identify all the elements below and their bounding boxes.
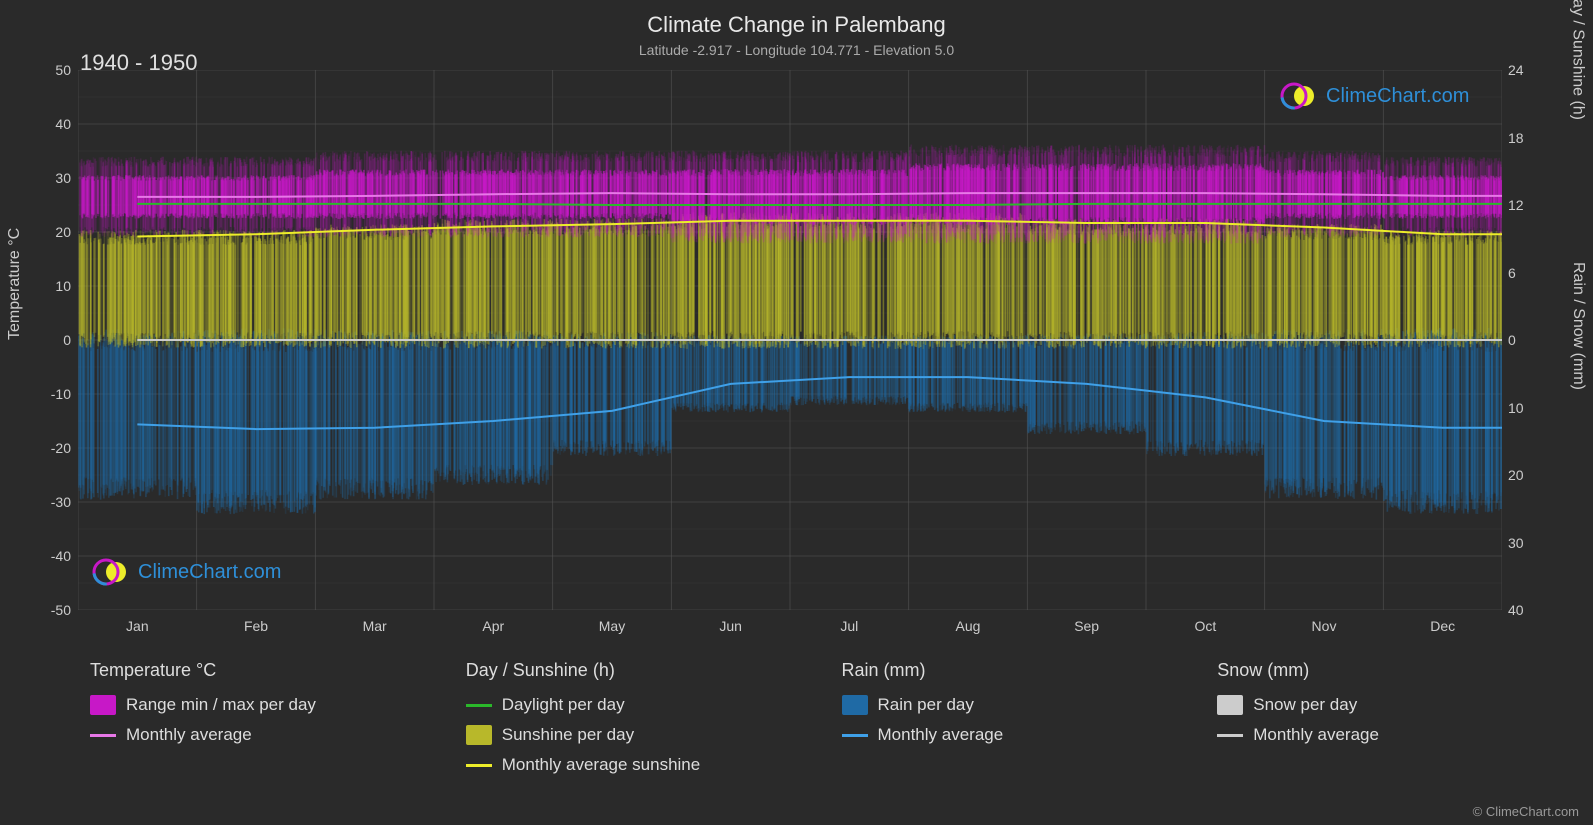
- y-tick-left: -40: [31, 548, 71, 564]
- legend-item-label: Monthly average: [126, 725, 252, 745]
- legend-item: Daylight per day: [466, 695, 802, 715]
- y-tick-left: 0: [31, 332, 71, 348]
- legend-item-label: Range min / max per day: [126, 695, 316, 715]
- x-tick: Sep: [1067, 618, 1107, 634]
- legend-line-icon: [466, 764, 492, 767]
- legend-item: Monthly average: [1217, 725, 1553, 745]
- x-tick: Jul: [829, 618, 869, 634]
- y-tick-right: 20: [1508, 467, 1548, 483]
- y-tick-left: -20: [31, 440, 71, 456]
- x-tick: Feb: [236, 618, 276, 634]
- y-tick-left: -30: [31, 494, 71, 510]
- legend-group-title: Temperature °C: [90, 660, 426, 681]
- x-tick: Apr: [473, 618, 513, 634]
- y-tick-right: 24: [1508, 62, 1548, 78]
- x-tick: Aug: [948, 618, 988, 634]
- chart-container: Climate Change in Palembang Latitude -2.…: [0, 0, 1593, 825]
- logo-icon: [92, 558, 132, 586]
- y-tick-right: 40: [1508, 602, 1548, 618]
- legend-line-icon: [1217, 734, 1243, 737]
- logo-bottom: ClimeChart.com: [92, 558, 281, 586]
- legend-item: Monthly average: [842, 725, 1178, 745]
- x-tick: Oct: [1185, 618, 1225, 634]
- y-tick-right: 30: [1508, 535, 1548, 551]
- legend-item: Monthly average sunshine: [466, 755, 802, 775]
- chart-subtitle: Latitude -2.917 - Longitude 104.771 - El…: [0, 38, 1593, 58]
- legend-group: Temperature °C Range min / max per day Mon…: [90, 660, 426, 785]
- y-tick-left: -50: [31, 602, 71, 618]
- x-tick: May: [592, 618, 632, 634]
- legend-group-title: Day / Sunshine (h): [466, 660, 802, 681]
- y-tick-right: 6: [1508, 265, 1548, 281]
- legend-item-label: Rain per day: [878, 695, 974, 715]
- legend-line-icon: [466, 704, 492, 707]
- legend-swatch-icon: [90, 695, 116, 715]
- y-tick-left: 10: [31, 278, 71, 294]
- x-tick: Nov: [1304, 618, 1344, 634]
- legend-item-label: Monthly average: [878, 725, 1004, 745]
- x-tick: Mar: [355, 618, 395, 634]
- legend-item-label: Monthly average: [1253, 725, 1379, 745]
- legend-item: Sunshine per day: [466, 725, 802, 745]
- legend-item-label: Snow per day: [1253, 695, 1357, 715]
- x-tick: Jun: [711, 618, 751, 634]
- logo-text: ClimeChart.com: [1326, 85, 1469, 108]
- chart-title: Climate Change in Palembang: [0, 0, 1593, 38]
- legend-item: Monthly average: [90, 725, 426, 745]
- x-tick: Jan: [117, 618, 157, 634]
- legend-line-icon: [90, 734, 116, 737]
- legend-item: Snow per day: [1217, 695, 1553, 715]
- legend-group-title: Snow (mm): [1217, 660, 1553, 681]
- y-tick-right: 0: [1508, 332, 1548, 348]
- copyright: © ClimeChart.com: [1473, 804, 1579, 819]
- legend-item-label: Monthly average sunshine: [502, 755, 700, 775]
- y-axis-right-top-label: Day / Sunshine (h): [1569, 0, 1587, 120]
- legend-item: Rain per day: [842, 695, 1178, 715]
- legend-group: Rain (mm) Rain per day Monthly average: [842, 660, 1178, 785]
- legend: Temperature °C Range min / max per day Mon…: [90, 660, 1553, 785]
- y-axis-right-bottom-label: Rain / Snow (mm): [1569, 262, 1587, 390]
- legend-group: Snow (mm) Snow per day Monthly average: [1217, 660, 1553, 785]
- logo-icon: [1280, 82, 1320, 110]
- legend-group: Day / Sunshine (h) Daylight per day Sunshi…: [466, 660, 802, 785]
- legend-item-label: Daylight per day: [502, 695, 625, 715]
- legend-swatch-icon: [1217, 695, 1243, 715]
- legend-swatch-icon: [466, 725, 492, 745]
- legend-item: Range min / max per day: [90, 695, 426, 715]
- y-axis-left-label: Temperature °C: [6, 228, 24, 340]
- y-tick-left: -10: [31, 386, 71, 402]
- legend-item-label: Sunshine per day: [502, 725, 634, 745]
- y-tick-right: 18: [1508, 130, 1548, 146]
- y-tick-left: 50: [31, 62, 71, 78]
- y-tick-left: 20: [31, 224, 71, 240]
- logo-text: ClimeChart.com: [138, 561, 281, 584]
- x-tick: Dec: [1423, 618, 1463, 634]
- legend-swatch-icon: [842, 695, 868, 715]
- logo-top: ClimeChart.com: [1280, 82, 1469, 110]
- y-tick-right: 10: [1508, 400, 1548, 416]
- legend-line-icon: [842, 734, 868, 737]
- y-tick-left: 40: [31, 116, 71, 132]
- plot-area: [78, 70, 1502, 610]
- legend-group-title: Rain (mm): [842, 660, 1178, 681]
- y-tick-left: 30: [31, 170, 71, 186]
- y-tick-right: 12: [1508, 197, 1548, 213]
